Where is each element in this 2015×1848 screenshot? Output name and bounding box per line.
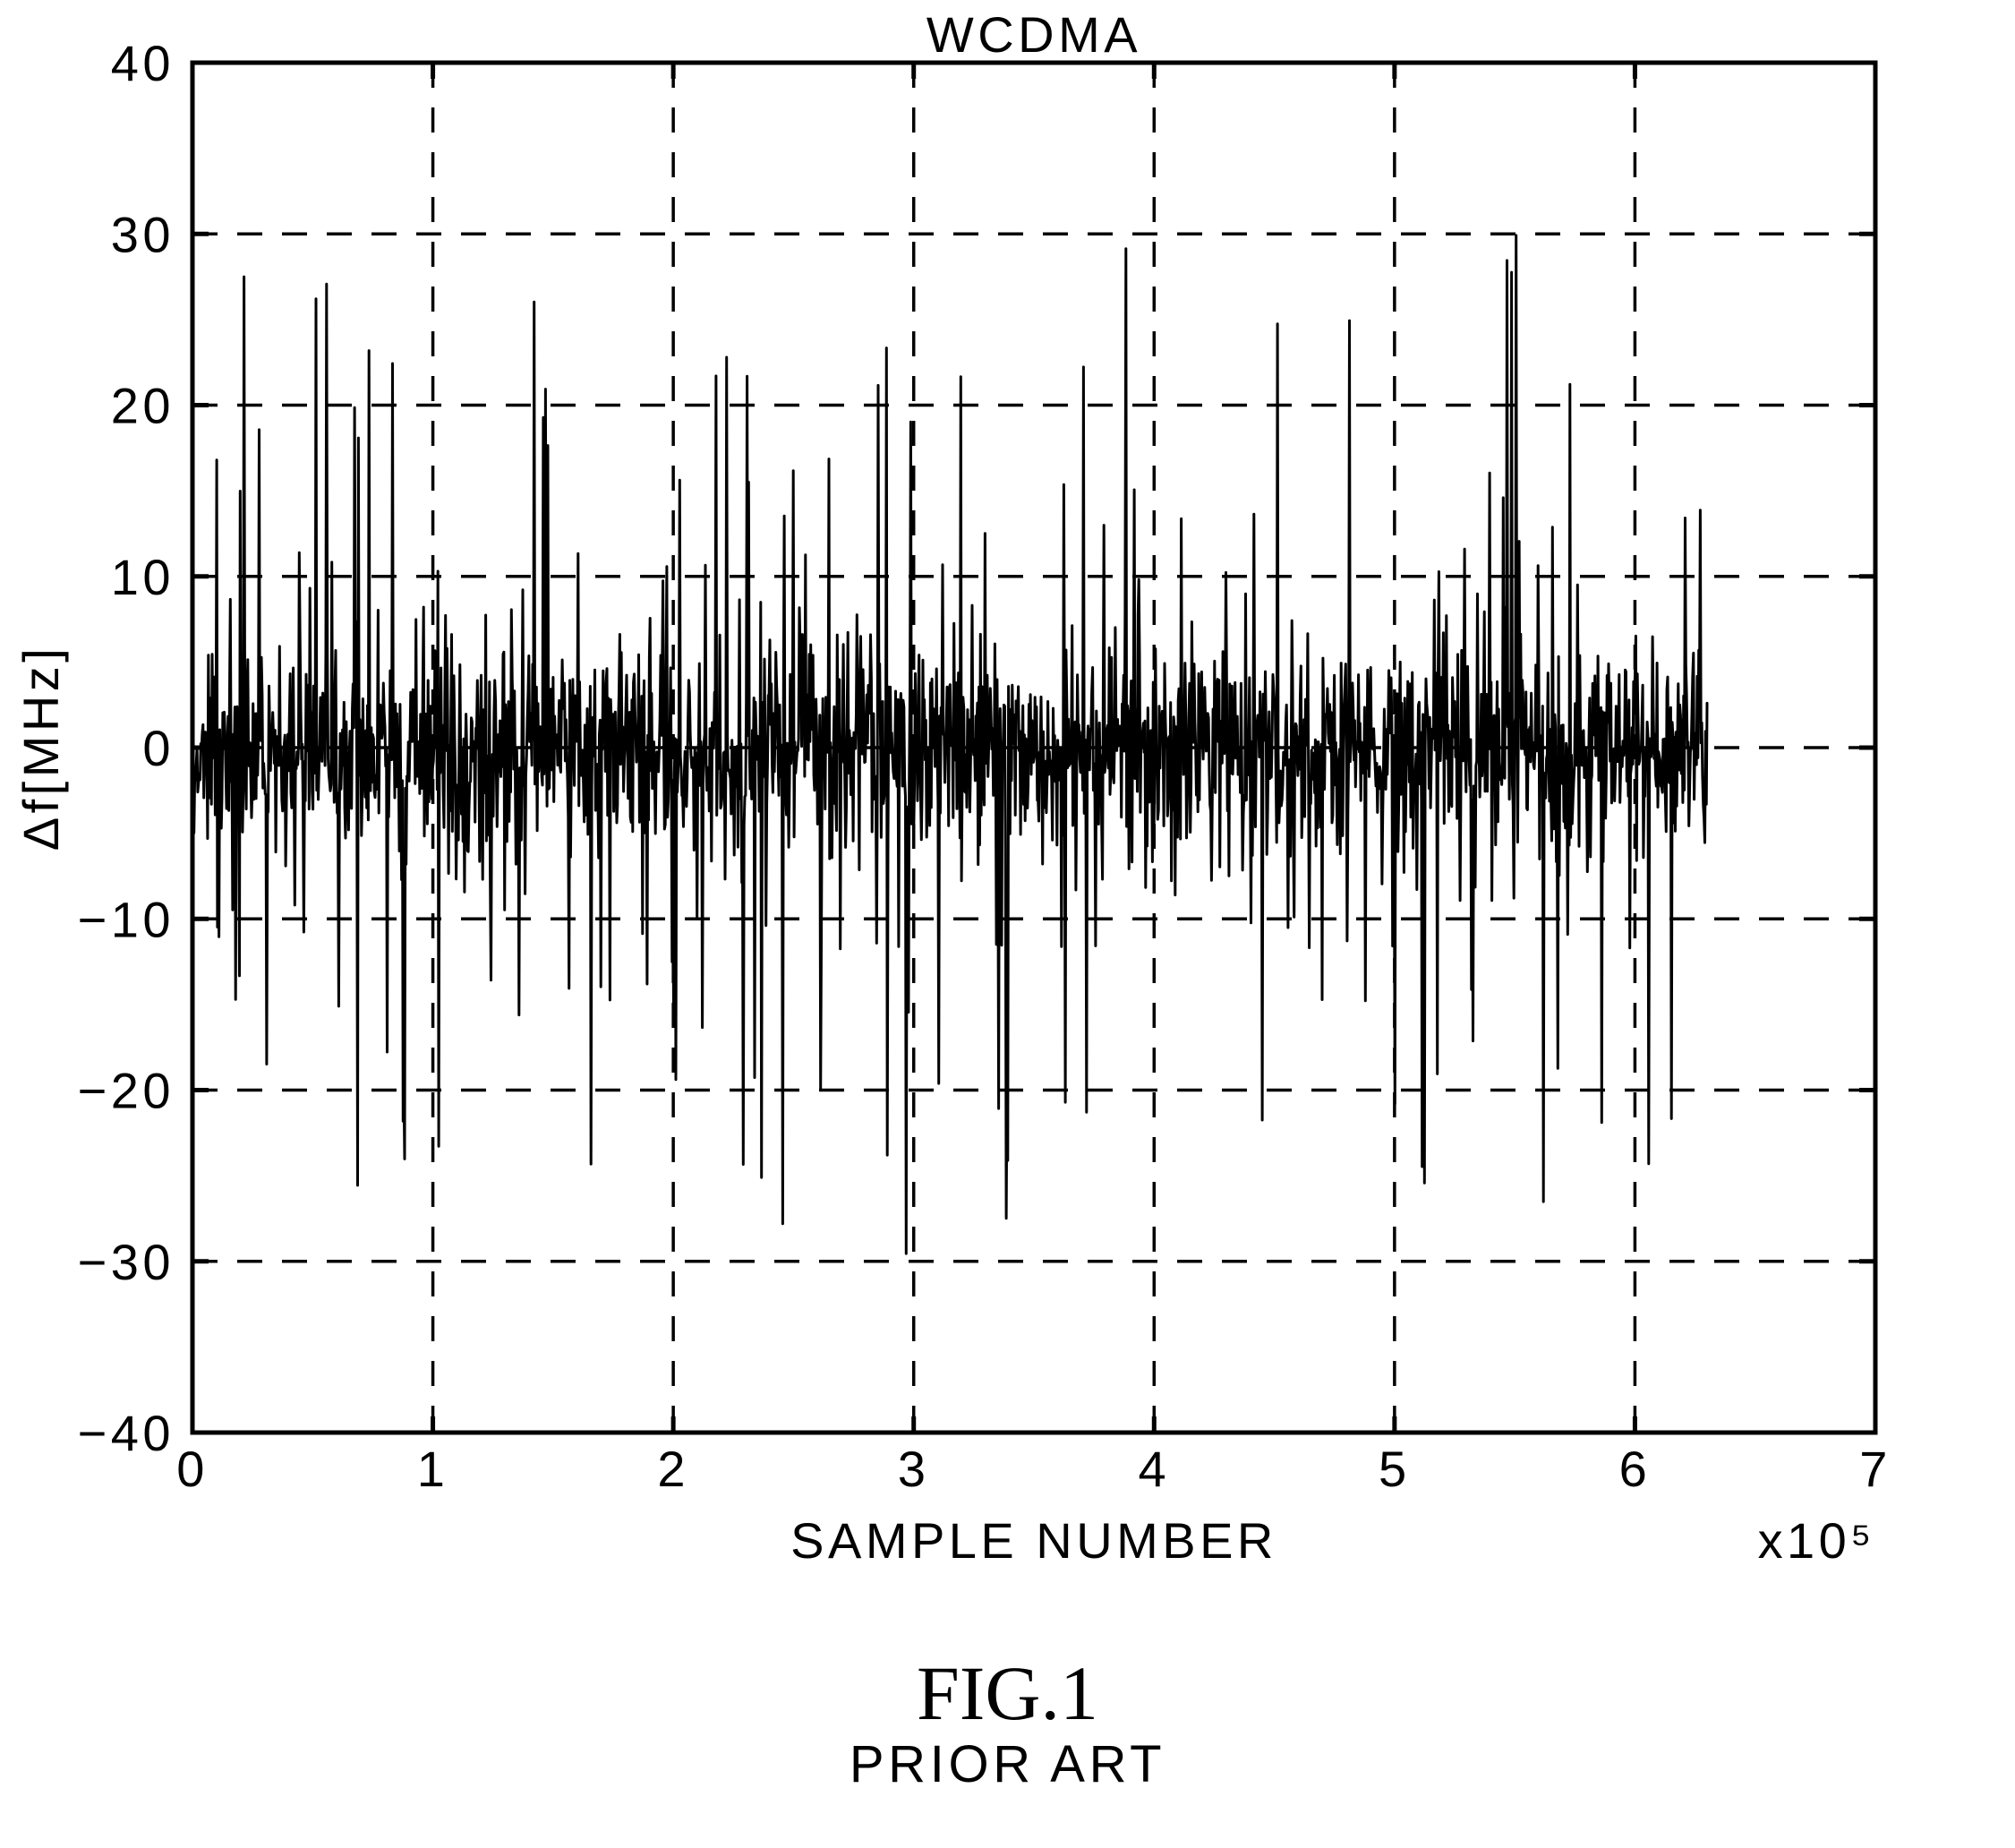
- ytick-label: 0: [142, 720, 175, 776]
- figure-subcaption: PRIOR ART: [850, 1735, 1165, 1793]
- xtick-label: 3: [898, 1441, 930, 1497]
- xtick-label: 4: [1138, 1441, 1170, 1497]
- xtick-label: 1: [417, 1441, 449, 1497]
- ytick-label: 20: [111, 378, 175, 434]
- xtick-label: 0: [176, 1441, 209, 1497]
- ytick-label: −20: [78, 1063, 175, 1119]
- figure-container: 0 1 2 3 4 5 6 7 −40 −30 −20 −10 0 10 20 30 40 WCDMA SAMPLE…: [0, 0, 2015, 1848]
- y-axis-label: Δf[MHz]: [13, 645, 69, 851]
- ytick-label: −10: [78, 891, 175, 947]
- xtick-label: 5: [1379, 1441, 1411, 1497]
- x-multiplier: x10⁵: [1758, 1512, 1875, 1569]
- xtick-label: 6: [1619, 1441, 1652, 1497]
- x-axis-label: SAMPLE NUMBER: [790, 1512, 1277, 1569]
- figure-caption: FIG.1: [917, 1650, 1098, 1736]
- xtick-label: 2: [657, 1441, 689, 1497]
- chart-svg: 0 1 2 3 4 5 6 7 −40 −30 −20 −10 0 10 20 30 40 WCDMA SAMPLE…: [0, 0, 2015, 1848]
- ytick-label: −30: [78, 1234, 175, 1290]
- ytick-label: 30: [111, 206, 175, 262]
- xtick-label: 7: [1859, 1441, 1891, 1497]
- ytick-label: 10: [111, 549, 175, 605]
- chart-title: WCDMA: [926, 6, 1141, 63]
- ytick-label: 40: [111, 35, 175, 91]
- ytick-label: −40: [78, 1405, 175, 1461]
